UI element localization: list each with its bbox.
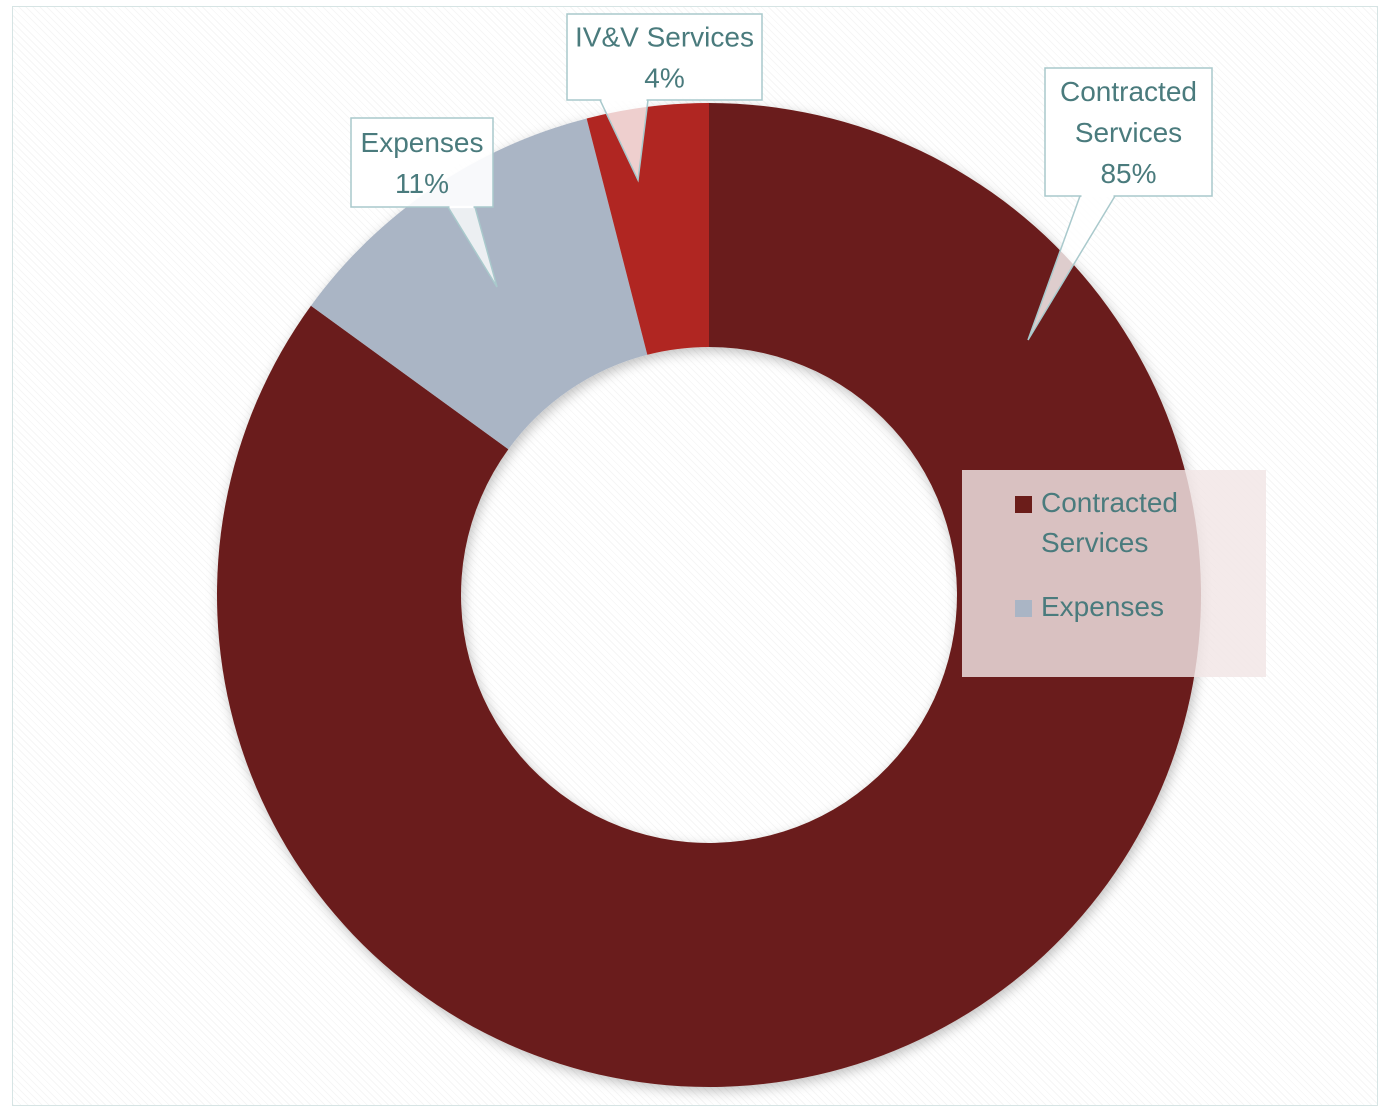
slice-1 [310, 118, 648, 450]
data-label-box [350, 117, 494, 208]
data-label-value: 85% [1100, 158, 1156, 189]
data-label-category: Expenses [361, 127, 484, 158]
data-labels-layer: Contracted Services 85% Expenses 11% IV&V Ser… [350, 13, 1213, 341]
data-label-category: Services [1075, 117, 1182, 148]
data-label-1: Expenses 11% [350, 117, 498, 288]
data-label-2: IV&V Services 4% [566, 13, 763, 183]
data-label-category: IV&V Services [575, 22, 754, 53]
data-label-value: 11% [395, 168, 449, 199]
slice-2 [586, 103, 709, 355]
legend-label-0: Contracted [1041, 487, 1178, 518]
legend-label-1: Expenses [1041, 591, 1164, 622]
legend-swatch-0 [1015, 496, 1032, 513]
legend-swatch-1 [1015, 600, 1032, 617]
slice-0 [217, 103, 1202, 1087]
legend: Contracted Services Expenses [962, 470, 1266, 677]
slices-layer [217, 103, 1202, 1087]
data-label-category: Contracted [1060, 76, 1197, 107]
data-label-value: 4% [644, 63, 684, 94]
data-label-box [1044, 67, 1213, 197]
legend-background [962, 470, 1266, 677]
data-label-0: Contracted Services 85% [1027, 67, 1213, 341]
legend-label-0: Services [1041, 527, 1148, 558]
data-label-box [566, 13, 763, 101]
